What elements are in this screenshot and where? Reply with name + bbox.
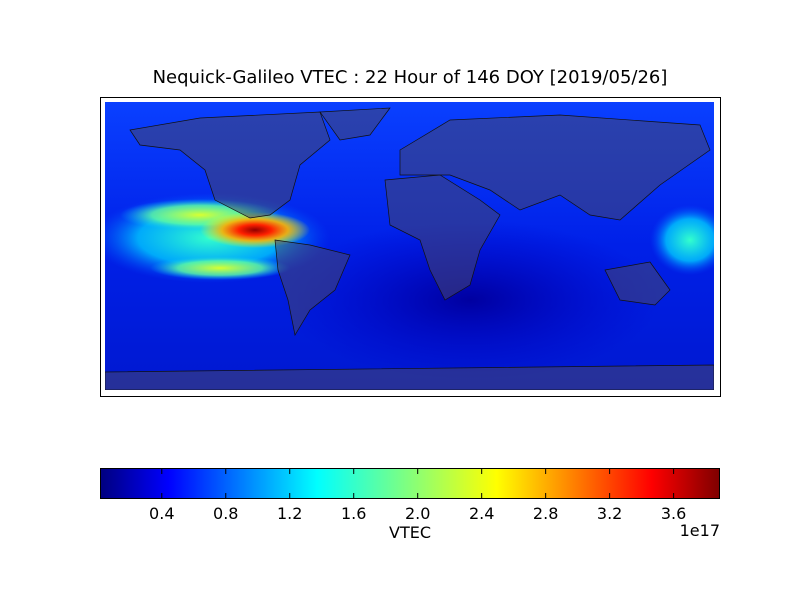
chart-title: Nequick-Galileo VTEC : 22 Hour of 146 DO… — [153, 67, 668, 88]
colorbar-offset: 1e17 — [680, 521, 720, 540]
high-region — [650, 205, 714, 275]
tick-label: 3.6 — [661, 504, 686, 523]
tick-label: 2.4 — [469, 504, 494, 523]
tick-label: 0.8 — [213, 504, 238, 523]
high-region — [150, 256, 290, 280]
tick-label: 1.6 — [341, 504, 366, 523]
vtec-map — [105, 102, 714, 390]
peak-region — [200, 212, 310, 248]
colorbar-label: VTEC — [389, 523, 431, 542]
tick-label: 1.2 — [277, 504, 302, 523]
tick-label: 3.2 — [597, 504, 622, 523]
continents — [105, 107, 714, 390]
tick-label: 2.0 — [405, 504, 430, 523]
tick-label: 0.4 — [149, 504, 174, 523]
tick-label: 2.8 — [533, 504, 558, 523]
low-region — [280, 220, 660, 380]
colorbar — [100, 468, 720, 499]
